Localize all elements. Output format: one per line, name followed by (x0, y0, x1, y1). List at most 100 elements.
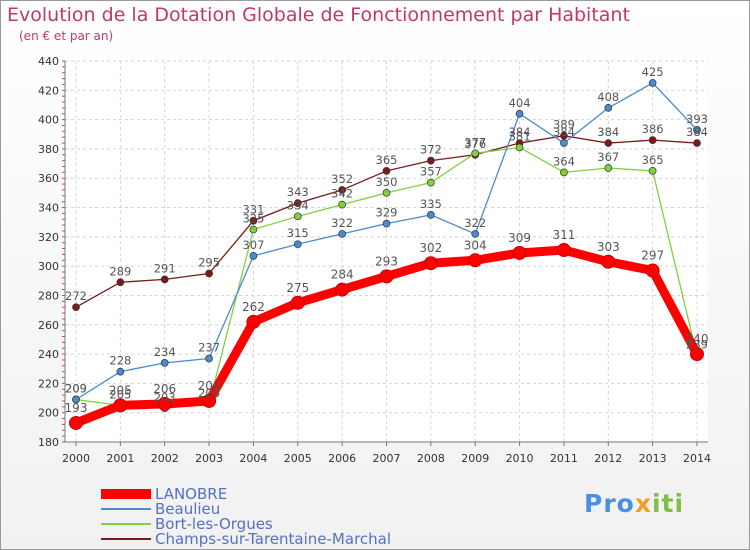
data-label-beaulieu-2001: 228 (109, 354, 131, 368)
data-point-champs-sur-tarentaine-marchal-2002 (160, 275, 169, 284)
data-point-beaulieu-2005 (293, 240, 302, 249)
data-label-beaulieu-2000: 209 (65, 382, 87, 396)
data-point-lanobre-2007 (379, 269, 394, 284)
series-beaulieu (72, 79, 701, 404)
data-point-beaulieu-2009 (471, 230, 480, 238)
y-tick-label-400: 400 (38, 114, 59, 127)
data-point-bort-les-orgues-2008 (427, 178, 435, 187)
data-point-champs-sur-tarentaine-marchal-2014 (693, 139, 701, 147)
y-tick-label-240: 240 (38, 348, 59, 361)
legend-label-champs-sur-tarentaine-marchal: Champs-sur-Tarentaine-Marchal (155, 530, 392, 548)
data-point-beaulieu-2007 (382, 219, 391, 228)
x-tick-label-2001: 2001 (106, 452, 134, 465)
data-label-lanobre-2009: 304 (464, 238, 487, 252)
x-tick-label-2007: 2007 (373, 452, 401, 465)
x-tick-label-2010: 2010 (506, 452, 534, 465)
x-tick-label-2014: 2014 (683, 452, 711, 465)
data-point-champs-sur-tarentaine-marchal-2008 (427, 156, 435, 165)
logo-text-iti: iti (651, 489, 685, 518)
data-point-bort-les-orgues-2004 (249, 225, 258, 234)
data-label-champs-sur-tarentaine-marchal-2006: 352 (331, 172, 353, 186)
data-point-lanobre-2003 (202, 393, 217, 408)
data-point-beaulieu-2006 (338, 230, 346, 238)
y-tick-label-360: 360 (38, 172, 59, 185)
data-label-bort-les-orgues-2002: 203 (154, 390, 176, 404)
data-label-bort-les-orgues-2005: 334 (287, 198, 309, 212)
y-tick-label-320: 320 (38, 231, 59, 244)
data-label-champs-sur-tarentaine-marchal-2005: 343 (287, 185, 309, 199)
x-tick-label-2002: 2002 (151, 452, 179, 465)
data-point-lanobre-2008 (423, 256, 438, 271)
data-label-beaulieu-2008: 335 (420, 197, 442, 211)
data-label-champs-sur-tarentaine-marchal-2013: 386 (642, 122, 664, 136)
data-label-beaulieu-2012: 408 (597, 90, 619, 104)
y-tick-label-280: 280 (38, 289, 59, 302)
data-point-beaulieu-2002 (160, 359, 169, 367)
data-label-bort-les-orgues-2007: 350 (376, 175, 398, 189)
x-tick-label-2012: 2012 (594, 452, 622, 465)
data-label-beaulieu-2014: 393 (686, 112, 708, 126)
data-point-champs-sur-tarentaine-marchal-2007 (382, 167, 391, 175)
data-label-lanobre-2000: 193 (65, 401, 88, 415)
x-tick-label-2006: 2006 (328, 452, 356, 465)
data-point-champs-sur-tarentaine-marchal-2004 (249, 216, 258, 225)
data-point-champs-sur-tarentaine-marchal-2003 (205, 269, 213, 278)
data-label-bort-les-orgues-2012: 367 (597, 150, 619, 164)
data-point-beaulieu-2010 (515, 109, 524, 118)
data-point-beaulieu-2008 (427, 211, 435, 219)
data-point-bort-les-orgues-2012 (604, 164, 613, 172)
data-label-lanobre-2005: 275 (286, 281, 309, 295)
y-tick-label-200: 200 (38, 407, 59, 420)
data-point-lanobre-2001 (113, 398, 128, 413)
data-point-champs-sur-tarentaine-marchal-2012 (604, 139, 613, 147)
data-label-lanobre-2004: 262 (242, 300, 265, 314)
data-label-lanobre-2003: 208 (198, 379, 221, 393)
legend-label-beaulieu: Beaulieu (155, 500, 221, 518)
y-tick-label-420: 420 (38, 84, 59, 97)
data-label-beaulieu-2006: 322 (331, 216, 353, 230)
data-point-lanobre-2005 (290, 295, 305, 310)
data-point-champs-sur-tarentaine-marchal-2013 (648, 136, 657, 144)
legend-label-lanobre: LANOBRE (155, 485, 228, 503)
data-label-lanobre-2007: 293 (375, 254, 398, 268)
data-point-bort-les-orgues-2007 (382, 189, 391, 197)
data-label-beaulieu-2013: 425 (642, 65, 664, 79)
data-label-bort-les-orgues-2009: 377 (464, 135, 486, 149)
logo-text-x: x (634, 489, 652, 518)
x-tick-label-2008: 2008 (417, 452, 445, 465)
data-point-beaulieu-2003 (205, 354, 213, 363)
x-tick-label-2004: 2004 (239, 452, 267, 465)
data-label-beaulieu-2005: 315 (287, 226, 309, 240)
y-tick-label-260: 260 (38, 319, 59, 332)
data-point-bort-les-orgues-2009 (471, 149, 480, 158)
data-point-lanobre-2012 (601, 254, 616, 269)
y-tick-label-300: 300 (38, 260, 59, 273)
data-point-beaulieu-2001 (116, 367, 125, 376)
data-label-beaulieu-2003: 237 (198, 340, 220, 354)
data-label-champs-sur-tarentaine-marchal-2008: 372 (420, 143, 442, 157)
data-label-beaulieu-2011: 384 (553, 125, 575, 139)
data-label-bort-les-orgues-2008: 357 (420, 165, 442, 179)
data-label-lanobre-2013: 297 (641, 249, 664, 263)
data-point-beaulieu-2011 (560, 139, 568, 147)
x-tick-label-2009: 2009 (461, 452, 489, 465)
data-point-bort-les-orgues-2010 (515, 143, 524, 152)
data-label-lanobre-2008: 302 (419, 241, 442, 255)
proxiti-logo: Proxiti (584, 489, 684, 518)
data-point-lanobre-2006 (335, 282, 350, 297)
legend-swatch-lanobre (101, 489, 151, 499)
data-point-lanobre-2014 (690, 347, 704, 362)
chart-subtitle: (en € et par an) (19, 29, 114, 43)
data-point-beaulieu-2004 (249, 252, 258, 260)
series-lanobre (69, 243, 704, 430)
y-tick-label-180: 180 (38, 436, 59, 449)
data-point-beaulieu-2012 (604, 104, 613, 112)
data-point-champs-sur-tarentaine-marchal-2001 (116, 278, 125, 287)
data-label-beaulieu-2010: 404 (509, 96, 531, 110)
legend-label-bort-les-orgues: Bort-les-Orgues (155, 515, 273, 533)
data-point-lanobre-2010 (512, 245, 527, 260)
data-label-bort-les-orgues-2003: 206 (198, 386, 220, 400)
data-label-lanobre-2002: 206 (153, 382, 176, 396)
data-point-bort-les-orgues-2006 (338, 200, 346, 209)
